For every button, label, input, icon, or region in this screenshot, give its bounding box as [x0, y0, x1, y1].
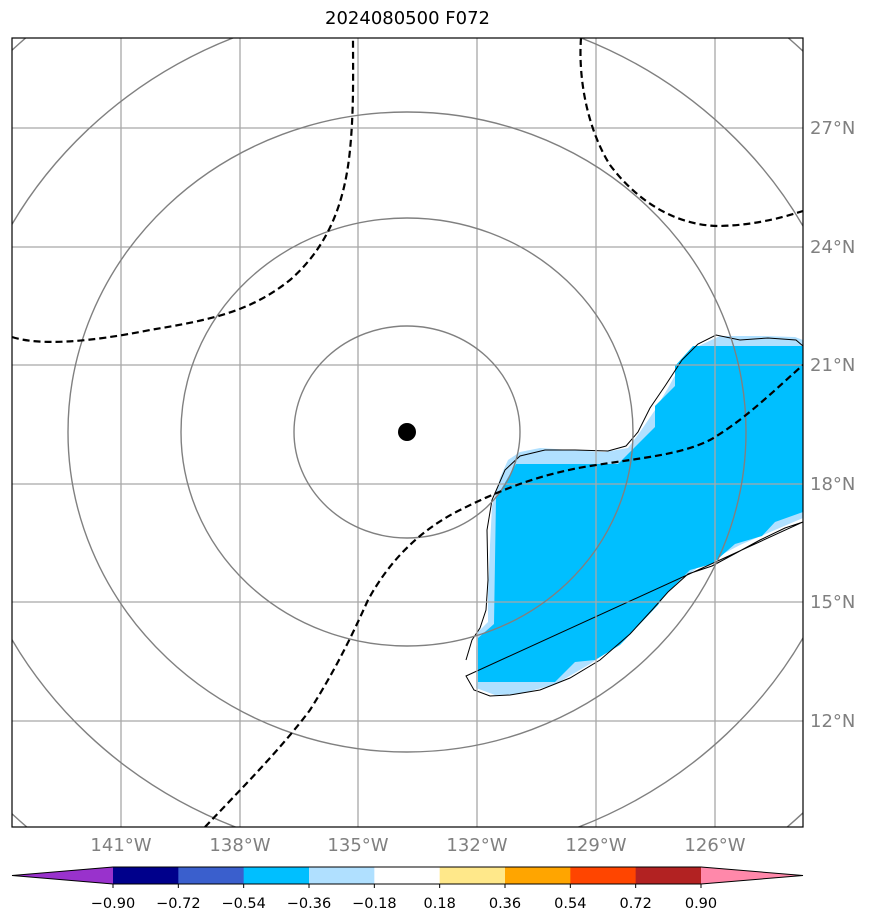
colorbar-segment [439, 867, 506, 884]
longitude-label: 135°W [327, 835, 388, 856]
colorbar-tick-label: −0.72 [156, 896, 200, 912]
latitude-label: 12°N [810, 711, 855, 732]
colorbar-segment [113, 867, 179, 884]
latitude-label: 21°N [810, 355, 855, 376]
storm-center-marker [398, 423, 416, 441]
colorbar-tick-label: −0.54 [221, 896, 265, 912]
longitude-label: 126°W [684, 835, 745, 856]
colorbar [11, 866, 804, 885]
latitude-label: 27°N [810, 118, 855, 139]
colorbar-segment [505, 867, 571, 884]
shaded-region [478, 346, 803, 682]
longitude-label: 132°W [446, 835, 507, 856]
colorbar-segment [243, 867, 310, 884]
colorbar-tick-label: 0.72 [620, 896, 652, 912]
colorbar-tick-label: 0.36 [489, 896, 521, 912]
latitude-label: 15°N [810, 592, 855, 613]
colorbar-tick-label: −0.36 [287, 896, 331, 912]
region-outline [465, 334, 803, 697]
colorbar-segment [570, 867, 637, 884]
colorbar-tick-label: −0.18 [352, 896, 396, 912]
colorbar-segment [635, 867, 702, 884]
colorbar-extend-high [701, 867, 803, 884]
graticule [12, 38, 803, 827]
latitude-label: 24°N [810, 237, 855, 258]
longitude-label: 129°W [565, 835, 626, 856]
dashed-contours [12, 38, 803, 827]
map-frame [11, 37, 804, 828]
colorbar-segment [178, 867, 245, 884]
colorbar-tick-label: 0.90 [685, 896, 717, 912]
colorbar-tick-label: −0.90 [91, 896, 135, 912]
colorbar-tick-label: 0.54 [554, 896, 586, 912]
colorbar-segment [374, 867, 441, 884]
colorbar-tick-label: 0.18 [424, 896, 456, 912]
latitude-label: 18°N [810, 474, 855, 495]
colorbar-tick-labels: −0.90 −0.72 −0.54 −0.36 −0.18 0.18 0.36 0.54 0.7… [91, 884, 717, 912]
longitude-label: 141°W [90, 835, 151, 856]
map-title: 2024080500 F072 [325, 8, 490, 29]
latitude-labels: 27°N 24°N 21°N 18°N 15°N 12°N [810, 118, 855, 732]
longitude-labels: 141°W 138°W 135°W 132°W 129°W 126°W [90, 835, 745, 856]
colorbar-segment [309, 867, 375, 884]
colorbar-extend-low [12, 867, 113, 884]
longitude-label: 138°W [209, 835, 270, 856]
